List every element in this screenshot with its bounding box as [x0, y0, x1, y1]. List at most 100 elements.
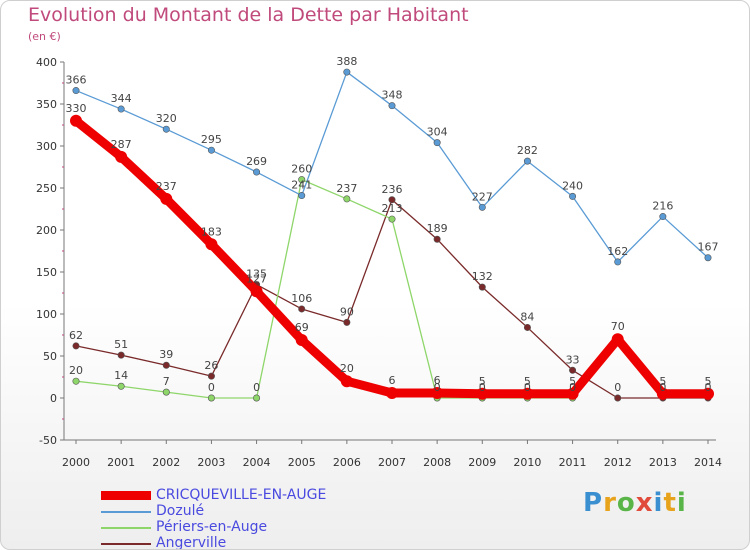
data-label: 330	[66, 102, 87, 115]
x-tick-label: 2006	[333, 456, 361, 469]
x-tick-label: 2010	[513, 456, 541, 469]
legend-label: CRICQUEVILLE-EN-AUGE	[156, 487, 327, 503]
x-tick-label: 2014	[694, 456, 722, 469]
series-point	[343, 318, 351, 326]
chart-series	[70, 68, 714, 402]
series-point	[478, 283, 486, 291]
data-label: 295	[201, 133, 222, 146]
series-point	[295, 334, 308, 347]
data-label: 237	[156, 180, 177, 193]
data-label: 269	[246, 155, 267, 168]
series-point	[253, 168, 261, 176]
data-label: 26	[204, 359, 218, 372]
x-tick-label: 2011	[559, 456, 587, 469]
series-point	[476, 387, 489, 400]
series-point	[298, 176, 306, 184]
series-point	[207, 394, 215, 402]
data-label: 132	[472, 270, 493, 283]
data-label: 51	[114, 338, 128, 351]
legend-swatch	[101, 527, 151, 529]
data-label: 5	[569, 375, 576, 388]
data-label: 237	[336, 182, 357, 195]
series-point	[115, 150, 128, 163]
series-point	[162, 388, 170, 396]
series-point	[162, 125, 170, 133]
series-point	[521, 387, 534, 400]
data-label: 135	[246, 268, 267, 281]
data-label: 162	[607, 245, 628, 258]
data-label: 167	[698, 241, 719, 254]
x-tick-label: 2000	[62, 456, 90, 469]
data-label: 127	[246, 272, 267, 285]
x-tick-label: 2009	[468, 456, 496, 469]
y-tick-label: -50	[39, 434, 57, 447]
data-label: 5	[479, 375, 486, 388]
data-label: 241	[291, 179, 312, 192]
series-point	[388, 215, 396, 223]
data-label: 189	[427, 222, 448, 235]
chart-title: Evolution du Montant de la Dette par Hab…	[28, 4, 469, 26]
data-label: 39	[159, 348, 173, 361]
series-point	[388, 196, 396, 204]
data-label: 344	[111, 92, 132, 105]
series-point	[386, 386, 398, 399]
series-point	[250, 285, 263, 298]
series-point	[117, 105, 125, 113]
data-label: 20	[69, 364, 83, 377]
series-point	[614, 258, 622, 266]
series-point	[207, 146, 215, 154]
data-label: 320	[156, 112, 177, 125]
data-label: 216	[652, 200, 673, 213]
series-point	[566, 387, 579, 400]
data-label: 388	[336, 55, 357, 68]
data-label: 0	[569, 381, 576, 394]
data-label: 260	[291, 163, 312, 176]
data-label: 236	[382, 183, 403, 196]
data-label: 6	[434, 374, 441, 387]
data-label: 0	[705, 381, 712, 394]
series-point	[611, 333, 624, 346]
data-label: 0	[524, 381, 531, 394]
series-point	[523, 157, 531, 165]
data-label: 240	[562, 179, 583, 192]
data-label: 69	[295, 321, 309, 334]
y-tick-label: 300	[36, 140, 57, 153]
data-label: 106	[291, 292, 312, 305]
legend-label: Périers-en-Auge	[156, 519, 268, 535]
y-tick-label: 0	[50, 392, 57, 405]
data-label: 7	[163, 375, 170, 388]
series-point	[569, 366, 577, 374]
series-point	[433, 235, 441, 243]
data-label: 0	[479, 381, 486, 394]
y-tick-label: 350	[36, 98, 57, 111]
series-point	[433, 139, 441, 147]
series-point	[614, 394, 622, 402]
series-point	[659, 213, 667, 221]
series-point	[72, 377, 80, 385]
series-point	[340, 375, 353, 388]
series-line	[75, 199, 709, 399]
data-label: 6	[389, 374, 396, 387]
data-label: 227	[472, 190, 493, 203]
x-tick-label: 2008	[423, 456, 451, 469]
data-label: 348	[382, 89, 403, 102]
data-label: 5	[524, 375, 531, 388]
series-point	[117, 382, 125, 390]
series-point	[160, 192, 173, 205]
data-label: 213	[382, 202, 403, 215]
data-label: 0	[659, 381, 666, 394]
y-tick-label: 200	[36, 224, 57, 237]
series-point	[478, 203, 486, 211]
series-point	[523, 323, 531, 331]
data-label: 304	[427, 126, 448, 139]
data-label: 33	[566, 353, 580, 366]
y-tick-label: 400	[36, 56, 57, 69]
series-point	[569, 192, 577, 200]
series-point	[162, 361, 170, 369]
data-label: 287	[111, 138, 132, 151]
series-point	[343, 195, 351, 203]
